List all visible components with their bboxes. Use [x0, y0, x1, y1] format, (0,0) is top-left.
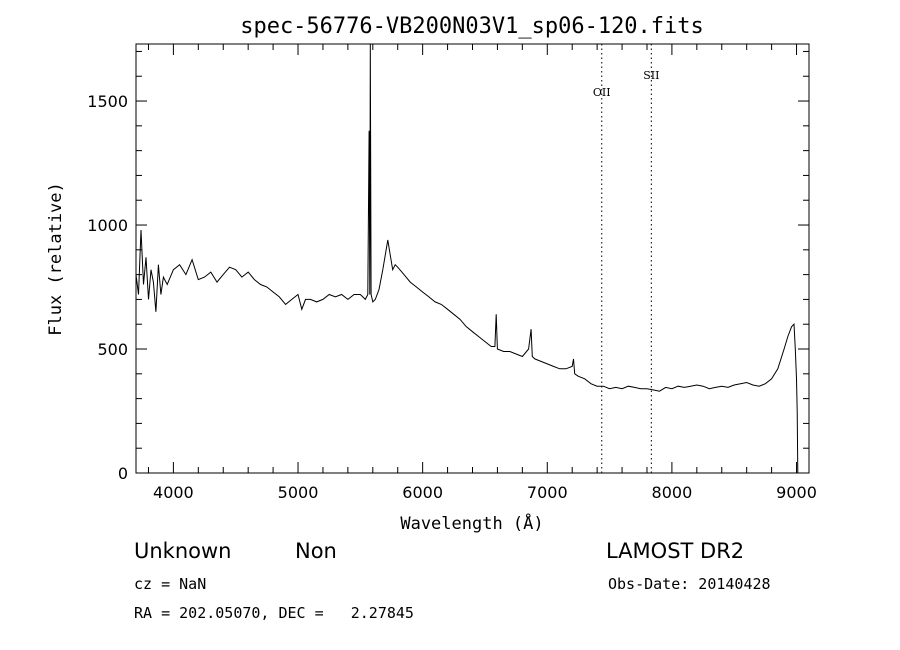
- line-label-sii: SII: [643, 69, 659, 82]
- spectrum-line: [136, 44, 799, 473]
- x-tick-label: 4000: [153, 483, 194, 502]
- x-tick-label: 9000: [776, 483, 817, 502]
- y-tick-label: 500: [97, 340, 128, 359]
- x-tick-label: 5000: [278, 483, 319, 502]
- x-tick-label: 6000: [402, 483, 443, 502]
- y-tick-label: 0: [118, 464, 128, 483]
- line-label-oii: OII: [593, 86, 611, 99]
- plot-frame: [135, 43, 810, 474]
- x-tick-label: 7000: [527, 483, 568, 502]
- obs-date-label: Obs-Date: 20140428: [608, 575, 771, 593]
- survey-label: LAMOST DR2: [606, 539, 745, 563]
- x-tick-label: 8000: [652, 483, 693, 502]
- y-axis-label: Flux (relative): [46, 182, 66, 336]
- coordinates-label: RA = 202.05070, DEC = 2.27845: [134, 604, 414, 622]
- subclass-label: Non: [295, 539, 337, 563]
- y-tick-label: 1500: [87, 92, 128, 111]
- class-label: Unknown: [134, 539, 232, 563]
- x-axis-label: Wavelength (Å): [400, 512, 543, 534]
- chart-title: spec-56776-VB200N03V1_sp06-120.fits: [240, 14, 704, 39]
- y-tick-label: 1000: [87, 216, 128, 235]
- redshift-label: cz = NaN: [134, 575, 207, 593]
